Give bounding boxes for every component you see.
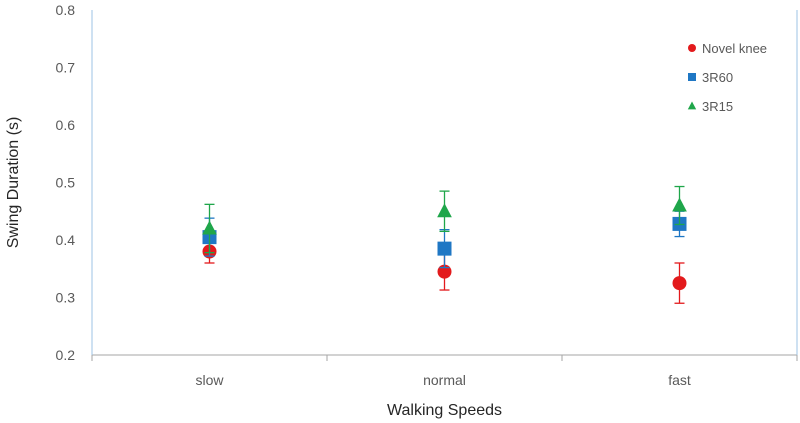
legend-label: Novel knee: [702, 41, 767, 56]
legend-marker: [687, 101, 697, 110]
data-point: [202, 220, 217, 235]
data-point: [437, 241, 452, 256]
legend-item: Novel knee: [688, 41, 767, 56]
legend-marker: [688, 44, 696, 52]
x-tick-label-fast: fast: [668, 372, 691, 388]
y-axis-title: Swing Duration (s): [5, 117, 22, 249]
y-tick-label: 0.4: [56, 232, 76, 248]
x-axis-title: Walking Speeds: [387, 402, 502, 419]
x-tick-label-slow: slow: [195, 372, 224, 388]
legend-marker: [688, 73, 696, 81]
x-tick-label-normal: normal: [423, 372, 466, 388]
x-axis-ticks: slow normal fast: [91, 355, 798, 388]
legend-label: 3R15: [702, 99, 733, 114]
data-point: [672, 276, 687, 291]
y-tick-label: 0.5: [56, 175, 76, 191]
y-tick-label: 0.8: [56, 2, 76, 18]
series-3r15: [202, 185, 687, 254]
legend-label: 3R60: [702, 70, 733, 85]
series-layer: [202, 185, 687, 304]
legend-item: 3R60: [688, 70, 733, 85]
legend-item: 3R15: [687, 99, 733, 114]
y-tick-label: 0.7: [56, 60, 76, 76]
y-tick-label: 0.6: [56, 117, 76, 133]
legend: Novel knee 3R60 3R15: [687, 41, 767, 114]
y-axis-ticks: 0.2 0.3 0.4 0.5 0.6 0.7 0.8: [56, 2, 76, 363]
data-point: [672, 197, 687, 212]
y-tick-label: 0.2: [56, 347, 76, 363]
y-tick-label: 0.3: [56, 290, 76, 306]
data-point: [437, 203, 452, 218]
